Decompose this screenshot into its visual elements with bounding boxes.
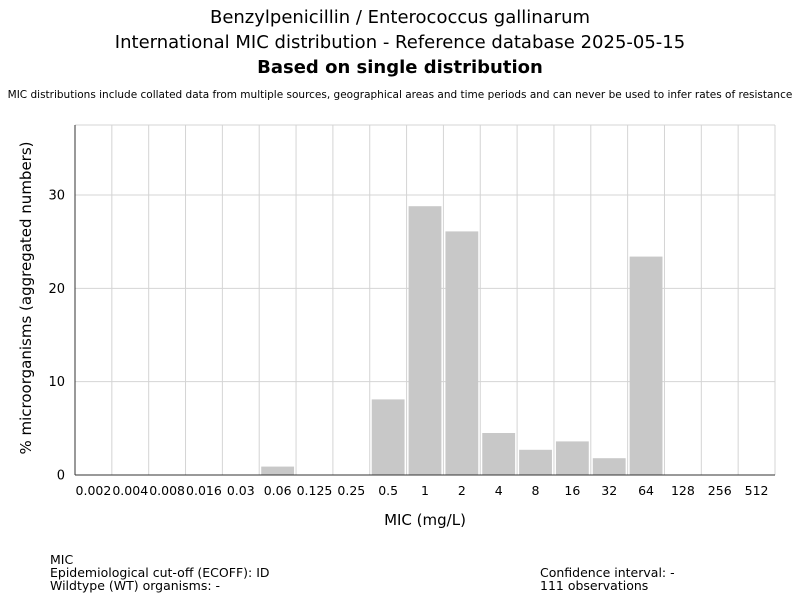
footer-wildtype: Wildtype (WT) organisms: - — [50, 578, 221, 593]
x-tick-label: 0.06 — [264, 483, 292, 498]
bar — [555, 441, 589, 475]
x-tick-label: 128 — [671, 483, 695, 498]
footer-observations: 111 observations — [540, 578, 649, 593]
x-tick-label: 0.03 — [227, 483, 255, 498]
y-tick-label: 10 — [48, 375, 65, 390]
footer-confidence: Confidence interval: - — [540, 565, 675, 580]
footer-ecoff: Epidemiological cut-off (ECOFF): ID — [50, 565, 270, 580]
x-tick-label: 16 — [564, 483, 580, 498]
chart-title: Benzylpenicillin / Enterococcus gallinar… — [209, 7, 591, 28]
x-axis-title: MIC (mg/L) — [384, 511, 466, 529]
x-tick-label: 0.5 — [378, 483, 398, 498]
bar — [592, 458, 626, 475]
bar — [261, 466, 295, 475]
x-tick-label: 256 — [708, 483, 732, 498]
x-tick-label: 0.008 — [149, 483, 185, 498]
chart-distribution-label: Based on single distribution — [257, 57, 543, 78]
chart-disclaimer: MIC distributions include collated data … — [7, 89, 793, 101]
x-tick-label: 32 — [601, 483, 617, 498]
x-tick-label: 512 — [745, 483, 769, 498]
bar — [629, 256, 663, 475]
x-tick-label: 4 — [495, 483, 503, 498]
bar — [371, 399, 405, 475]
axis-labels: 0 10 20 30 0.002 0.004 0.008 0.016 0.03 0.06 0.125… — [17, 141, 769, 529]
footer-right: Confidence interval: - 111 observations — [540, 566, 675, 592]
bar — [519, 449, 552, 475]
y-axis-title: % microorganisms (aggregated numbers) — [17, 141, 35, 454]
x-tick-label: 0.125 — [297, 483, 333, 498]
x-tick-label: 0.002 — [76, 483, 112, 498]
chart-subtitle: International MIC distribution - Referen… — [114, 32, 686, 53]
x-tick-label: 8 — [532, 483, 540, 498]
x-tick-label: 64 — [638, 483, 654, 498]
x-tick-label: 1 — [421, 483, 429, 498]
x-tick-label: 0.25 — [337, 483, 365, 498]
bars — [261, 206, 663, 475]
axes — [74, 125, 775, 476]
bar — [482, 433, 516, 475]
footer-mic-label: MIC — [50, 552, 74, 567]
x-tick-label: 0.004 — [112, 483, 148, 498]
grid-lines — [75, 124, 776, 475]
y-tick-label: 30 — [48, 189, 65, 204]
y-tick-label: 20 — [48, 282, 65, 297]
x-tick-label: 0.016 — [186, 483, 222, 498]
footer-left: MIC Epidemiological cut-off (ECOFF): ID … — [50, 553, 270, 592]
bar — [445, 231, 479, 475]
bar — [408, 206, 442, 475]
y-tick-label: 0 — [57, 469, 65, 484]
x-tick-label: 2 — [458, 483, 466, 498]
